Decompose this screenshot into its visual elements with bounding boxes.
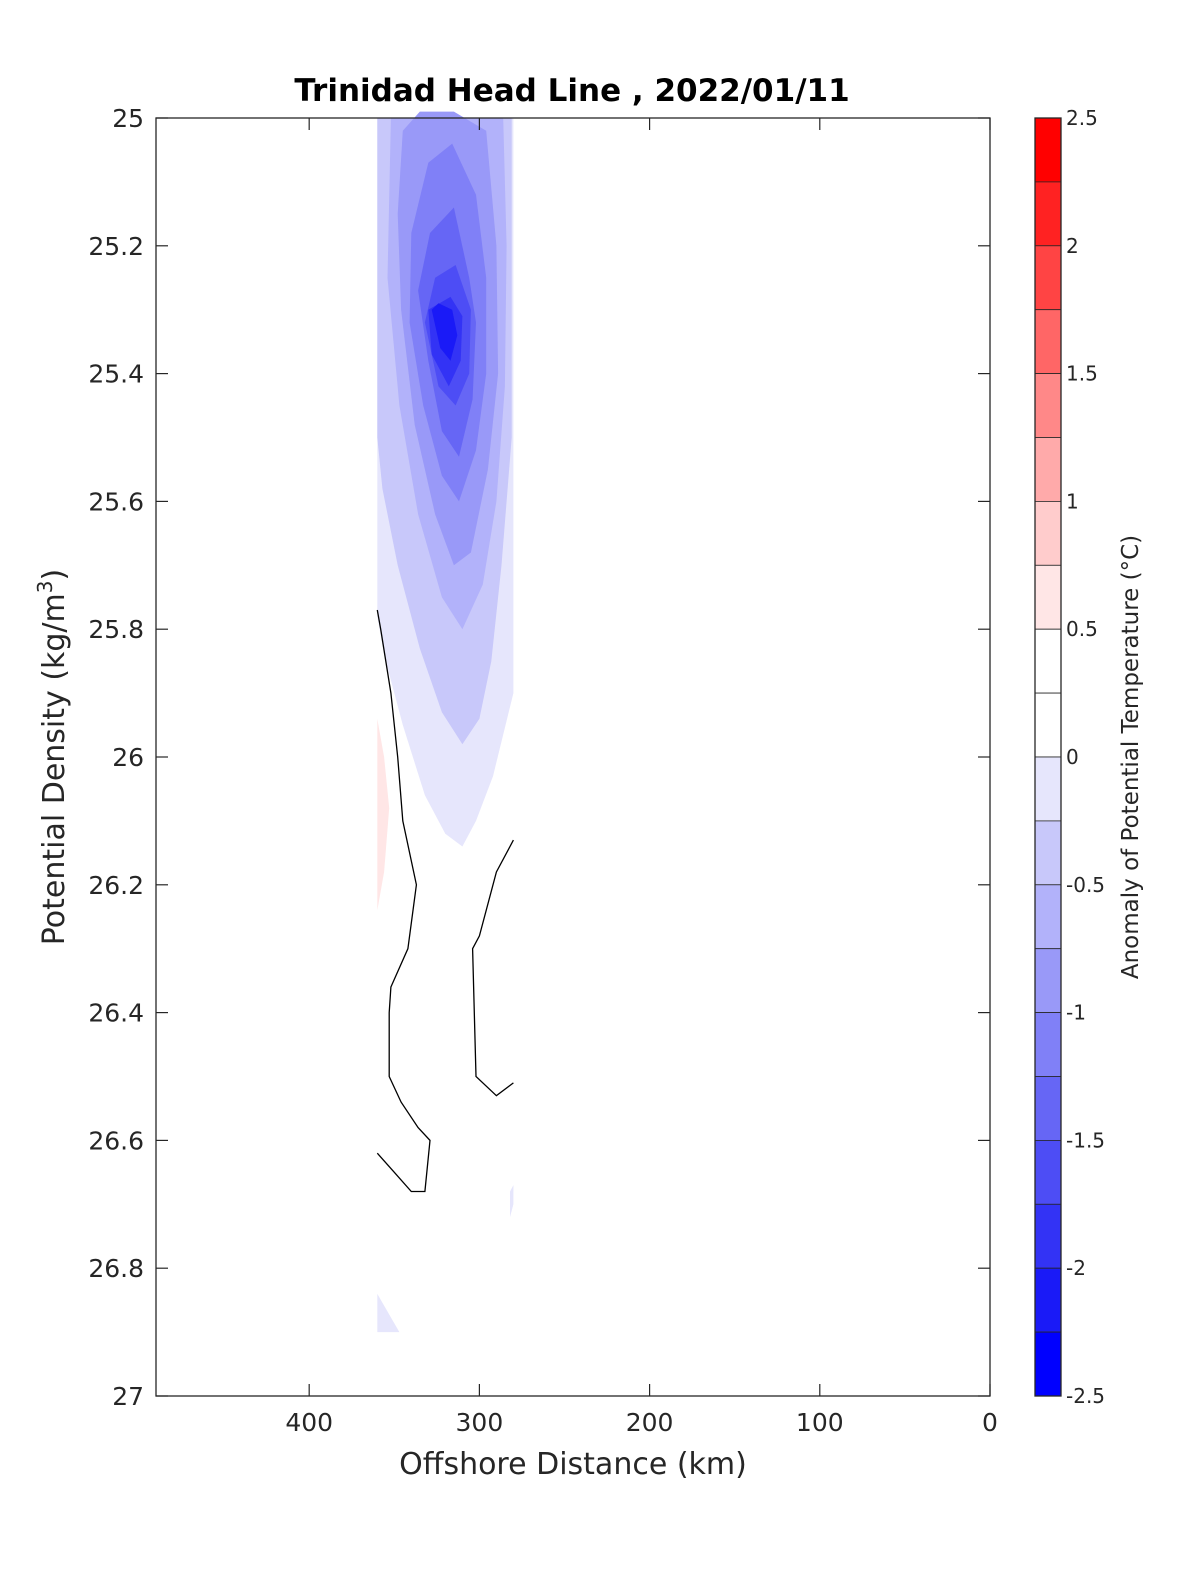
colorbar-swatch-0: [1034, 117, 1062, 183]
colorbar-swatch-10: [1034, 756, 1062, 822]
zero-contour-lines: [376, 609, 514, 1193]
colorbar-swatch-17: [1034, 1203, 1062, 1269]
y-tick-label: 26.8: [88, 1254, 144, 1283]
colorbar-swatch-12: [1034, 884, 1062, 950]
zero-contour-line-0: [376, 609, 431, 1193]
y-tick-label: 26.4: [88, 999, 144, 1028]
y-axis-title: Potential Density (kg/m3): [33, 569, 72, 945]
colorbar-tick-label: 1.5: [1066, 362, 1098, 386]
colorbar-swatch-6: [1034, 500, 1062, 566]
contour-fill-10: [431, 303, 458, 361]
colorbar-tick-label: 2: [1066, 234, 1079, 258]
colorbar-tick-label: 0: [1066, 745, 1079, 769]
colorbar-swatch-14: [1034, 1012, 1062, 1077]
colorbar-swatch-4: [1034, 373, 1062, 438]
colorbar-swatch-9: [1034, 692, 1062, 758]
y-tick-label: 25.4: [88, 360, 144, 389]
colorbar-swatch-3: [1034, 309, 1062, 375]
colorbar-swatch-7: [1034, 564, 1062, 630]
y-axis-title-close: ): [37, 569, 72, 581]
colorbar-tick-label: -2: [1066, 1256, 1086, 1280]
chart-title: Trinidad Head Line , 2022/01/11: [294, 73, 849, 109]
filled-contours: [377, 111, 514, 1333]
y-axis-title-sup: 3: [33, 580, 57, 593]
colorbar-tick-label: 1: [1066, 489, 1079, 513]
x-axis-ticks: 400 300 200 100 0: [285, 118, 998, 1437]
y-tick-label: 26: [112, 743, 144, 772]
colorbar-tick-label: -1: [1066, 1001, 1086, 1025]
colorbar-tick-label: 2.5: [1066, 106, 1098, 130]
y-tick-label: 27: [112, 1382, 144, 1411]
colorbar-swatch-8: [1034, 628, 1062, 694]
colorbar-swatch-5: [1034, 437, 1062, 502]
colorbar-swatch-19: [1034, 1331, 1062, 1397]
colorbar: 2.5 2 1.5 1 0.5 0 -0.5 -1 -1.5 -2 -2.5: [1034, 106, 1105, 1408]
colorbar-swatch-13: [1034, 948, 1062, 1014]
x-tick-label: 100: [796, 1408, 844, 1437]
colorbar-frame: [1034, 117, 1062, 1397]
colorbar-title: Anomaly of Potential Temperature (°C): [1118, 535, 1144, 979]
colorbar-swatch-16: [1034, 1140, 1062, 1205]
y-tick-label: 25.8: [88, 615, 144, 644]
y-tick-label: 25.2: [88, 232, 144, 261]
colorbar-swatch-1: [1034, 181, 1062, 247]
colorbar-tick-label: 0.5: [1066, 617, 1098, 641]
x-tick-label: 0: [982, 1408, 998, 1437]
y-axis-title-main: Potential Density (kg/m: [37, 593, 72, 945]
colorbar-swatch-11: [1034, 820, 1062, 886]
colorbar-tick-label: -0.5: [1066, 873, 1105, 897]
x-tick-label: 300: [456, 1408, 504, 1437]
y-tick-label: 25: [112, 104, 144, 133]
colorbar-swatch-2: [1034, 245, 1062, 311]
colorbar-ticks: 2.5 2 1.5 1 0.5 0 -0.5 -1 -1.5 -2 -2.5: [1066, 106, 1105, 1408]
contour-fill-2: [510, 1185, 514, 1218]
y-tick-label: 25.6: [88, 487, 144, 516]
x-tick-label: 200: [626, 1408, 674, 1437]
colorbar-swatches: [1034, 117, 1062, 1397]
x-tick-label: 400: [285, 1408, 333, 1437]
y-axis-ticks: 25 25.2 25.4 25.6 25.8 26 26.2 26.4 26.6 26.8 27: [88, 104, 990, 1411]
colorbar-tick-label: -1.5: [1066, 1128, 1105, 1152]
y-tick-label: 26.6: [88, 1126, 144, 1155]
y-tick-label: 26.2: [88, 871, 144, 900]
x-axis-title: Offshore Distance (km): [399, 1447, 747, 1482]
plot-area: 400 300 200 100 0 25 25.2 25.4 25.6 25.8 26 26.2 26…: [88, 104, 998, 1437]
zero-contour-line-1: [471, 839, 514, 1097]
colorbar-tick-label: -2.5: [1066, 1384, 1105, 1408]
colorbar-swatch-15: [1034, 1076, 1062, 1141]
contour-fill-1: [377, 1293, 400, 1333]
contour-fill-11: [377, 718, 390, 911]
plot-background: [156, 118, 990, 1396]
colorbar-swatch-18: [1034, 1267, 1062, 1333]
